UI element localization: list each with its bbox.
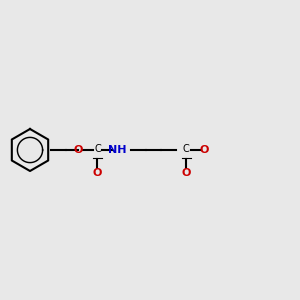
Text: O: O [200, 145, 209, 155]
Text: NH: NH [108, 145, 126, 155]
Text: O: O [73, 145, 83, 155]
Text: C: C [94, 143, 101, 154]
Text: O: O [93, 167, 102, 178]
Text: C: C [183, 143, 189, 154]
Text: O: O [181, 167, 191, 178]
